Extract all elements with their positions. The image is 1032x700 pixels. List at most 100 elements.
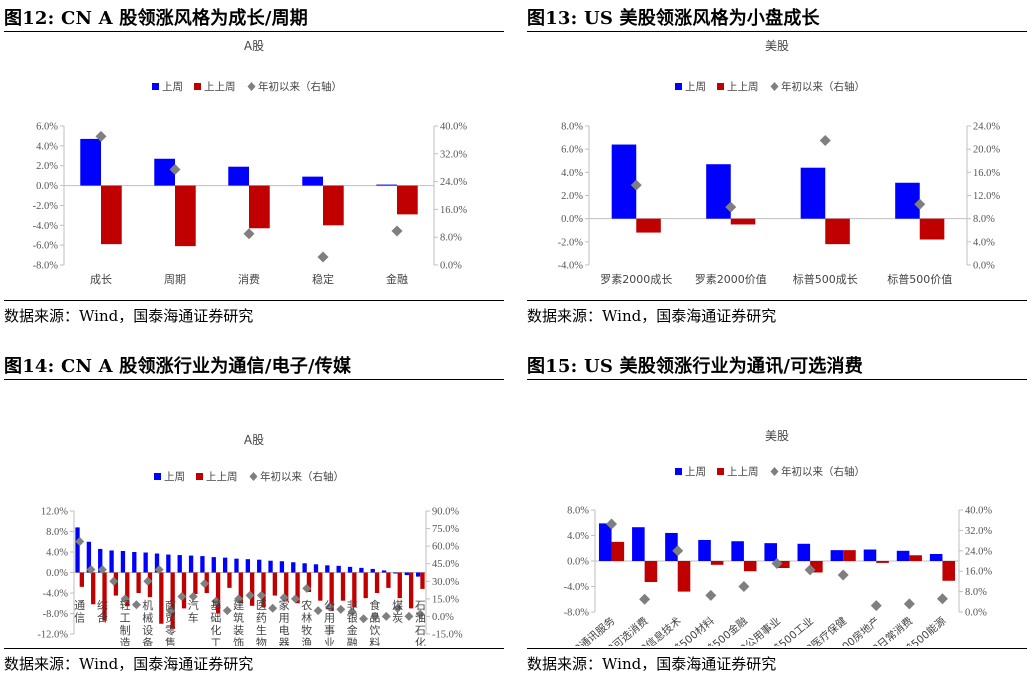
ytd-marker <box>914 198 926 210</box>
bar-this-week <box>98 548 103 573</box>
ytd-marker <box>404 611 414 621</box>
y2-tick-label: 16.0% <box>440 205 467 216</box>
chart-area: 美股 上周 上上周 年初以来（右轴） 8.0% 4.0% 0.0% -4.0% -8.0% 40.… <box>527 384 1027 646</box>
category-label: 成长 <box>90 273 112 286</box>
bar-this-week <box>109 550 114 573</box>
bar-this-week <box>228 166 249 186</box>
ytd-marker <box>188 592 198 602</box>
legend-label: 上周 <box>164 471 185 483</box>
y2-tick-label: 24.0% <box>440 177 467 188</box>
category-label: 罗素2000价值 <box>695 273 767 286</box>
bar-this-week <box>143 552 148 573</box>
y-tick-label: -4.0% <box>558 261 584 272</box>
bar-last-week <box>340 572 346 601</box>
source-note: 数据来源：Wind，国泰海通证券研究 <box>527 655 777 673</box>
ytd-marker <box>75 536 85 546</box>
legend-swatch <box>196 473 203 480</box>
category-label: 公用事业 <box>324 599 335 646</box>
bar-last-week <box>170 572 175 629</box>
legend-swatch <box>675 468 682 475</box>
bar-this-week <box>800 167 826 219</box>
y2-tick-label: -15.0% <box>432 630 463 641</box>
chart-area: A股 上周 上上周 年初以来（右轴） 12.0% 8.0% 4.0% 0.0% -4.0% -8.… <box>4 384 504 646</box>
y-tick-label: 0.0% <box>561 214 583 225</box>
bar-this-week <box>302 563 307 573</box>
ytd-marker <box>222 606 232 616</box>
bar-this-week <box>211 557 216 573</box>
category-label: 商贸零售 <box>165 598 176 646</box>
ytd-marker <box>738 581 750 592</box>
category-label: 农林牧渔 <box>301 598 312 646</box>
chart-title: A股 <box>244 39 264 53</box>
y-tick-label: 0.0% <box>36 181 58 192</box>
ytd-marker <box>639 593 651 605</box>
bar-last-week <box>193 572 198 595</box>
category-label: 轻工制造 <box>120 598 131 646</box>
bar-this-week <box>416 572 421 577</box>
legend-swatch <box>717 83 724 90</box>
bar-this-week <box>302 176 323 186</box>
category-label: 机械设备 <box>142 598 153 646</box>
category-label: 综合 <box>97 598 108 625</box>
source-note: 数据来源：Wind，国泰海通证券研究 <box>4 307 254 325</box>
category-label: 标普500价值 <box>887 272 952 286</box>
bar-last-week <box>147 572 153 598</box>
bar-this-week <box>200 556 205 573</box>
figure-title: 图15: US 美股领涨行业为通讯/可选消费 <box>527 356 863 377</box>
bar-this-week <box>611 144 637 219</box>
ytd-marker <box>154 565 164 575</box>
y-tick-label: 4.0% <box>567 531 589 542</box>
bar-last-week <box>397 185 418 215</box>
y-tick-label: 8.0% <box>561 122 583 133</box>
category-label: 建筑装饰 <box>233 598 244 646</box>
bar-last-week <box>284 572 289 601</box>
legend-label: 上周 <box>162 81 183 93</box>
category-label: 石油石化 <box>415 599 426 646</box>
ytd-marker <box>672 545 684 557</box>
y2-tick-label: 4.0% <box>973 237 995 248</box>
bar-this-week <box>132 552 137 573</box>
y2-tick-label: 30.0% <box>432 577 459 588</box>
source-rule <box>4 648 504 649</box>
category-label: 周期 <box>164 273 186 286</box>
ytd-marker <box>256 590 266 600</box>
y2-tick-label: 45.0% <box>432 559 459 570</box>
ytd-marker <box>302 583 312 593</box>
legend-label: 上上周 <box>204 81 236 93</box>
ytd-marker <box>109 576 119 586</box>
legend-label: 年初以来（右轴） <box>260 470 344 483</box>
y2-tick-label: 8.0% <box>440 233 462 244</box>
ytd-marker <box>268 603 278 613</box>
category-label: 基础化工 <box>210 599 221 646</box>
category-label: 稳定 <box>312 272 334 286</box>
chart-title: 美股 <box>765 39 789 53</box>
bar-last-week <box>159 572 164 624</box>
y2-tick-label: 0.0% <box>973 261 995 272</box>
bar-last-week <box>942 561 956 581</box>
bar-this-week <box>154 158 175 186</box>
bar-last-week <box>175 185 196 247</box>
ytd-marker <box>725 201 737 213</box>
ytd-marker <box>313 606 323 616</box>
ytd-marker <box>279 593 289 603</box>
bar-last-week <box>363 572 368 599</box>
y2-tick-label: 75.0% <box>432 524 459 535</box>
bar-last-week <box>420 572 425 589</box>
y2-tick-label: 32.0% <box>440 149 467 160</box>
bar-this-week <box>598 523 612 561</box>
y2-tick-label: 16.0% <box>973 168 1000 179</box>
ytd-marker <box>370 611 380 621</box>
bar-last-week <box>843 550 856 561</box>
bar-this-week <box>764 543 777 561</box>
legend-label: 年初以来（右轴） <box>781 465 865 478</box>
category-label: 煤炭 <box>392 599 403 625</box>
bar-this-week <box>665 532 678 561</box>
y2-tick-label: 8.0% <box>973 214 995 225</box>
legend-swatch <box>717 468 724 475</box>
bar-this-week <box>234 558 239 573</box>
title-rule <box>527 379 1027 380</box>
bar-last-week <box>611 541 625 561</box>
bar-last-week <box>329 572 334 611</box>
bar-this-week <box>381 570 387 573</box>
y-tick-label: -2.0% <box>558 237 584 248</box>
